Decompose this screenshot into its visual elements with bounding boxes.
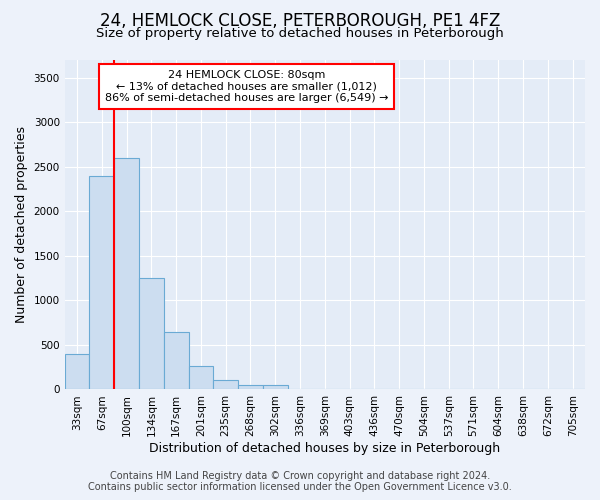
Bar xyxy=(263,386,287,390)
Text: Size of property relative to detached houses in Peterborough: Size of property relative to detached ho… xyxy=(96,28,504,40)
Bar xyxy=(188,366,214,390)
X-axis label: Distribution of detached houses by size in Peterborough: Distribution of detached houses by size … xyxy=(149,442,500,455)
Bar xyxy=(139,278,164,390)
Bar xyxy=(89,176,114,390)
Text: Contains HM Land Registry data © Crown copyright and database right 2024.
Contai: Contains HM Land Registry data © Crown c… xyxy=(88,471,512,492)
Bar xyxy=(214,380,238,390)
Bar xyxy=(65,354,89,390)
Y-axis label: Number of detached properties: Number of detached properties xyxy=(15,126,28,323)
Bar xyxy=(238,384,263,390)
Bar xyxy=(114,158,139,390)
Bar xyxy=(164,332,188,390)
Text: 24, HEMLOCK CLOSE, PETERBOROUGH, PE1 4FZ: 24, HEMLOCK CLOSE, PETERBOROUGH, PE1 4FZ xyxy=(100,12,500,30)
Text: 24 HEMLOCK CLOSE: 80sqm
← 13% of detached houses are smaller (1,012)
86% of semi: 24 HEMLOCK CLOSE: 80sqm ← 13% of detache… xyxy=(105,70,389,103)
